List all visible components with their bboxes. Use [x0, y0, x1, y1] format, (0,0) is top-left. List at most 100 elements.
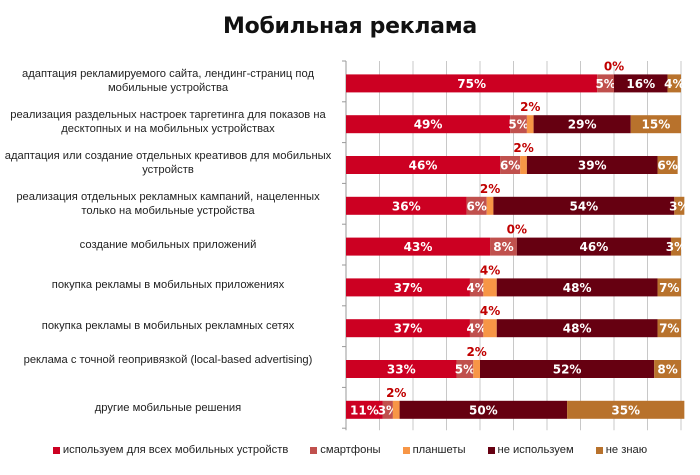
data-label: 8% [657, 363, 677, 377]
legend-item: смартфоны [310, 444, 381, 456]
bar-segment [473, 360, 480, 378]
data-label: 4% [480, 263, 500, 277]
category-label: реализация отдельных рекламных кампаний,… [16, 190, 320, 217]
data-label: 6% [500, 159, 520, 173]
bar-segment [526, 115, 534, 134]
data-label: 2% [513, 141, 533, 155]
category-label: покупка рекламы в мобильных рекламных се… [41, 320, 295, 333]
data-label: 6% [657, 159, 677, 173]
legend-item: используем для всех мобильных устройств [52, 444, 289, 456]
bar-segment [486, 196, 494, 215]
data-label: 2% [466, 345, 486, 359]
data-label: 37% [394, 281, 423, 295]
bar-segment [382, 400, 393, 419]
category-label: адаптация или создание отдельных креатив… [4, 150, 332, 176]
data-label: 54% [569, 199, 598, 213]
bar-segment [654, 360, 681, 378]
bar-segment [469, 319, 484, 338]
legend: используем для всех мобильных устройств с… [0, 444, 700, 456]
bar-segment [567, 400, 685, 419]
data-label: 3% [666, 240, 686, 254]
legend-item: не используем [487, 444, 574, 456]
bar-segment [657, 278, 681, 297]
data-label: 75% [457, 77, 486, 91]
legend-item: не знаю [595, 444, 648, 456]
bar-segment [674, 196, 685, 215]
bar-segment [399, 400, 568, 419]
data-label: 8% [493, 240, 513, 254]
bar-segment [490, 237, 517, 256]
legend-label: смартфоны [320, 444, 381, 456]
bar-segment [466, 196, 487, 215]
data-label: 37% [394, 322, 423, 336]
data-label: 43% [404, 240, 433, 254]
bar-segment [667, 74, 681, 93]
bar-segment [392, 400, 400, 419]
bar-segment [670, 237, 681, 256]
data-label: 0% [507, 223, 527, 237]
legend-swatch [310, 446, 318, 454]
bar-segment [346, 319, 470, 338]
data-label: 49% [414, 118, 443, 132]
bar-segment [469, 278, 484, 297]
bar-segment [346, 360, 457, 378]
legend-swatch [487, 446, 495, 454]
bar-segment [483, 278, 497, 297]
category-label: реклама с точной геопривязкой (local-bas… [23, 354, 313, 366]
data-label: 5% [455, 363, 475, 377]
data-label: 4% [466, 322, 486, 336]
bar-segment [496, 319, 658, 338]
data-label: 5% [595, 77, 615, 91]
bar-segment [526, 156, 658, 174]
bar-segment [520, 156, 527, 174]
legend-item: планшеты [402, 444, 466, 456]
data-label: 15% [642, 118, 671, 132]
data-label: 29% [568, 118, 597, 132]
bar-segment [483, 319, 497, 338]
category-label: покупка рекламы в мобильных приложениях [51, 279, 285, 292]
category-label: создание мобильных приложений [79, 238, 257, 251]
data-label: 46% [580, 240, 609, 254]
data-label: 16% [626, 77, 655, 91]
category-label: адаптация рекламируемого сайта, лендинг-… [22, 68, 314, 95]
category-label: реализация раздельных настроек таргетинг… [10, 109, 326, 136]
data-label: 5% [508, 118, 528, 132]
data-label: 2% [520, 100, 540, 114]
legend-label: не используем [497, 444, 574, 456]
data-label: 46% [409, 159, 438, 173]
bar-segment [510, 115, 527, 134]
data-label: 7% [659, 322, 679, 336]
data-label: 4% [466, 281, 486, 295]
data-label: 2% [480, 182, 500, 196]
data-label: 0% [604, 59, 624, 73]
bar-segment [496, 278, 658, 297]
category-label: другие мобильные решения [94, 401, 242, 414]
data-label: 48% [563, 281, 592, 295]
data-label: 48% [563, 322, 592, 336]
data-label: 3% [669, 199, 689, 213]
bar-segment [346, 278, 470, 297]
legend-label: не знаю [605, 444, 648, 456]
bar-segment [516, 237, 671, 256]
bar-segment [657, 319, 681, 338]
data-label: 36% [392, 199, 421, 213]
legend-label: используем для всех мобильных устройств [62, 444, 289, 456]
bar-segment [346, 115, 511, 134]
data-label: 35% [611, 403, 640, 417]
bar-segment [500, 156, 521, 174]
data-label: 2% [386, 386, 406, 400]
data-label: 6% [466, 199, 486, 213]
bar-segment [346, 156, 501, 174]
data-label: 33% [387, 363, 416, 377]
data-label: 11% [350, 403, 379, 417]
bar-segment [480, 360, 655, 378]
data-label: 50% [469, 403, 498, 417]
bar-segment [614, 74, 668, 93]
data-label: 4% [480, 304, 500, 318]
bar-segment [493, 196, 675, 215]
bar-segment [346, 237, 491, 256]
bar-segment [657, 156, 678, 174]
bar-segment [456, 360, 474, 378]
data-label: 39% [578, 159, 607, 173]
